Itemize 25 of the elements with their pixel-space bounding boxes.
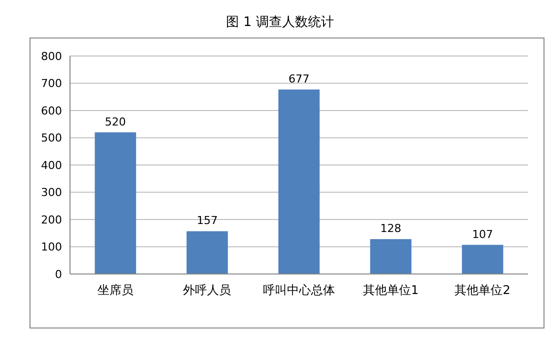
y-tick-label: 300 <box>41 186 62 200</box>
y-tick-label: 600 <box>41 104 62 118</box>
x-tick-label: 坐席员 <box>97 283 134 297</box>
data-label: 520 <box>104 115 126 128</box>
data-label: 128 <box>380 222 402 236</box>
y-tick-label: 500 <box>41 132 62 145</box>
chart-title: 图 1 调查人数统计 <box>226 15 334 30</box>
x-tick-label: 呼叫中心总体 <box>263 283 335 297</box>
bar <box>278 90 320 274</box>
x-tick-label: 外呼人员 <box>183 283 232 297</box>
y-tick-label: 100 <box>41 240 62 254</box>
bar <box>462 244 504 274</box>
data-label: 157 <box>196 214 218 228</box>
data-label: 677 <box>288 72 310 86</box>
data-label: 107 <box>472 228 494 241</box>
bar <box>186 231 228 274</box>
bar <box>94 132 136 274</box>
x-tick-label: 其他单位1 <box>362 283 419 297</box>
y-tick-label: 400 <box>41 158 62 172</box>
y-tick-label: 0 <box>55 268 62 281</box>
y-tick-label: 800 <box>41 50 62 63</box>
x-tick-label: 其他单位2 <box>454 283 510 297</box>
bar <box>370 239 412 274</box>
y-tick-label: 700 <box>41 77 62 90</box>
y-tick-label: 200 <box>41 213 62 226</box>
